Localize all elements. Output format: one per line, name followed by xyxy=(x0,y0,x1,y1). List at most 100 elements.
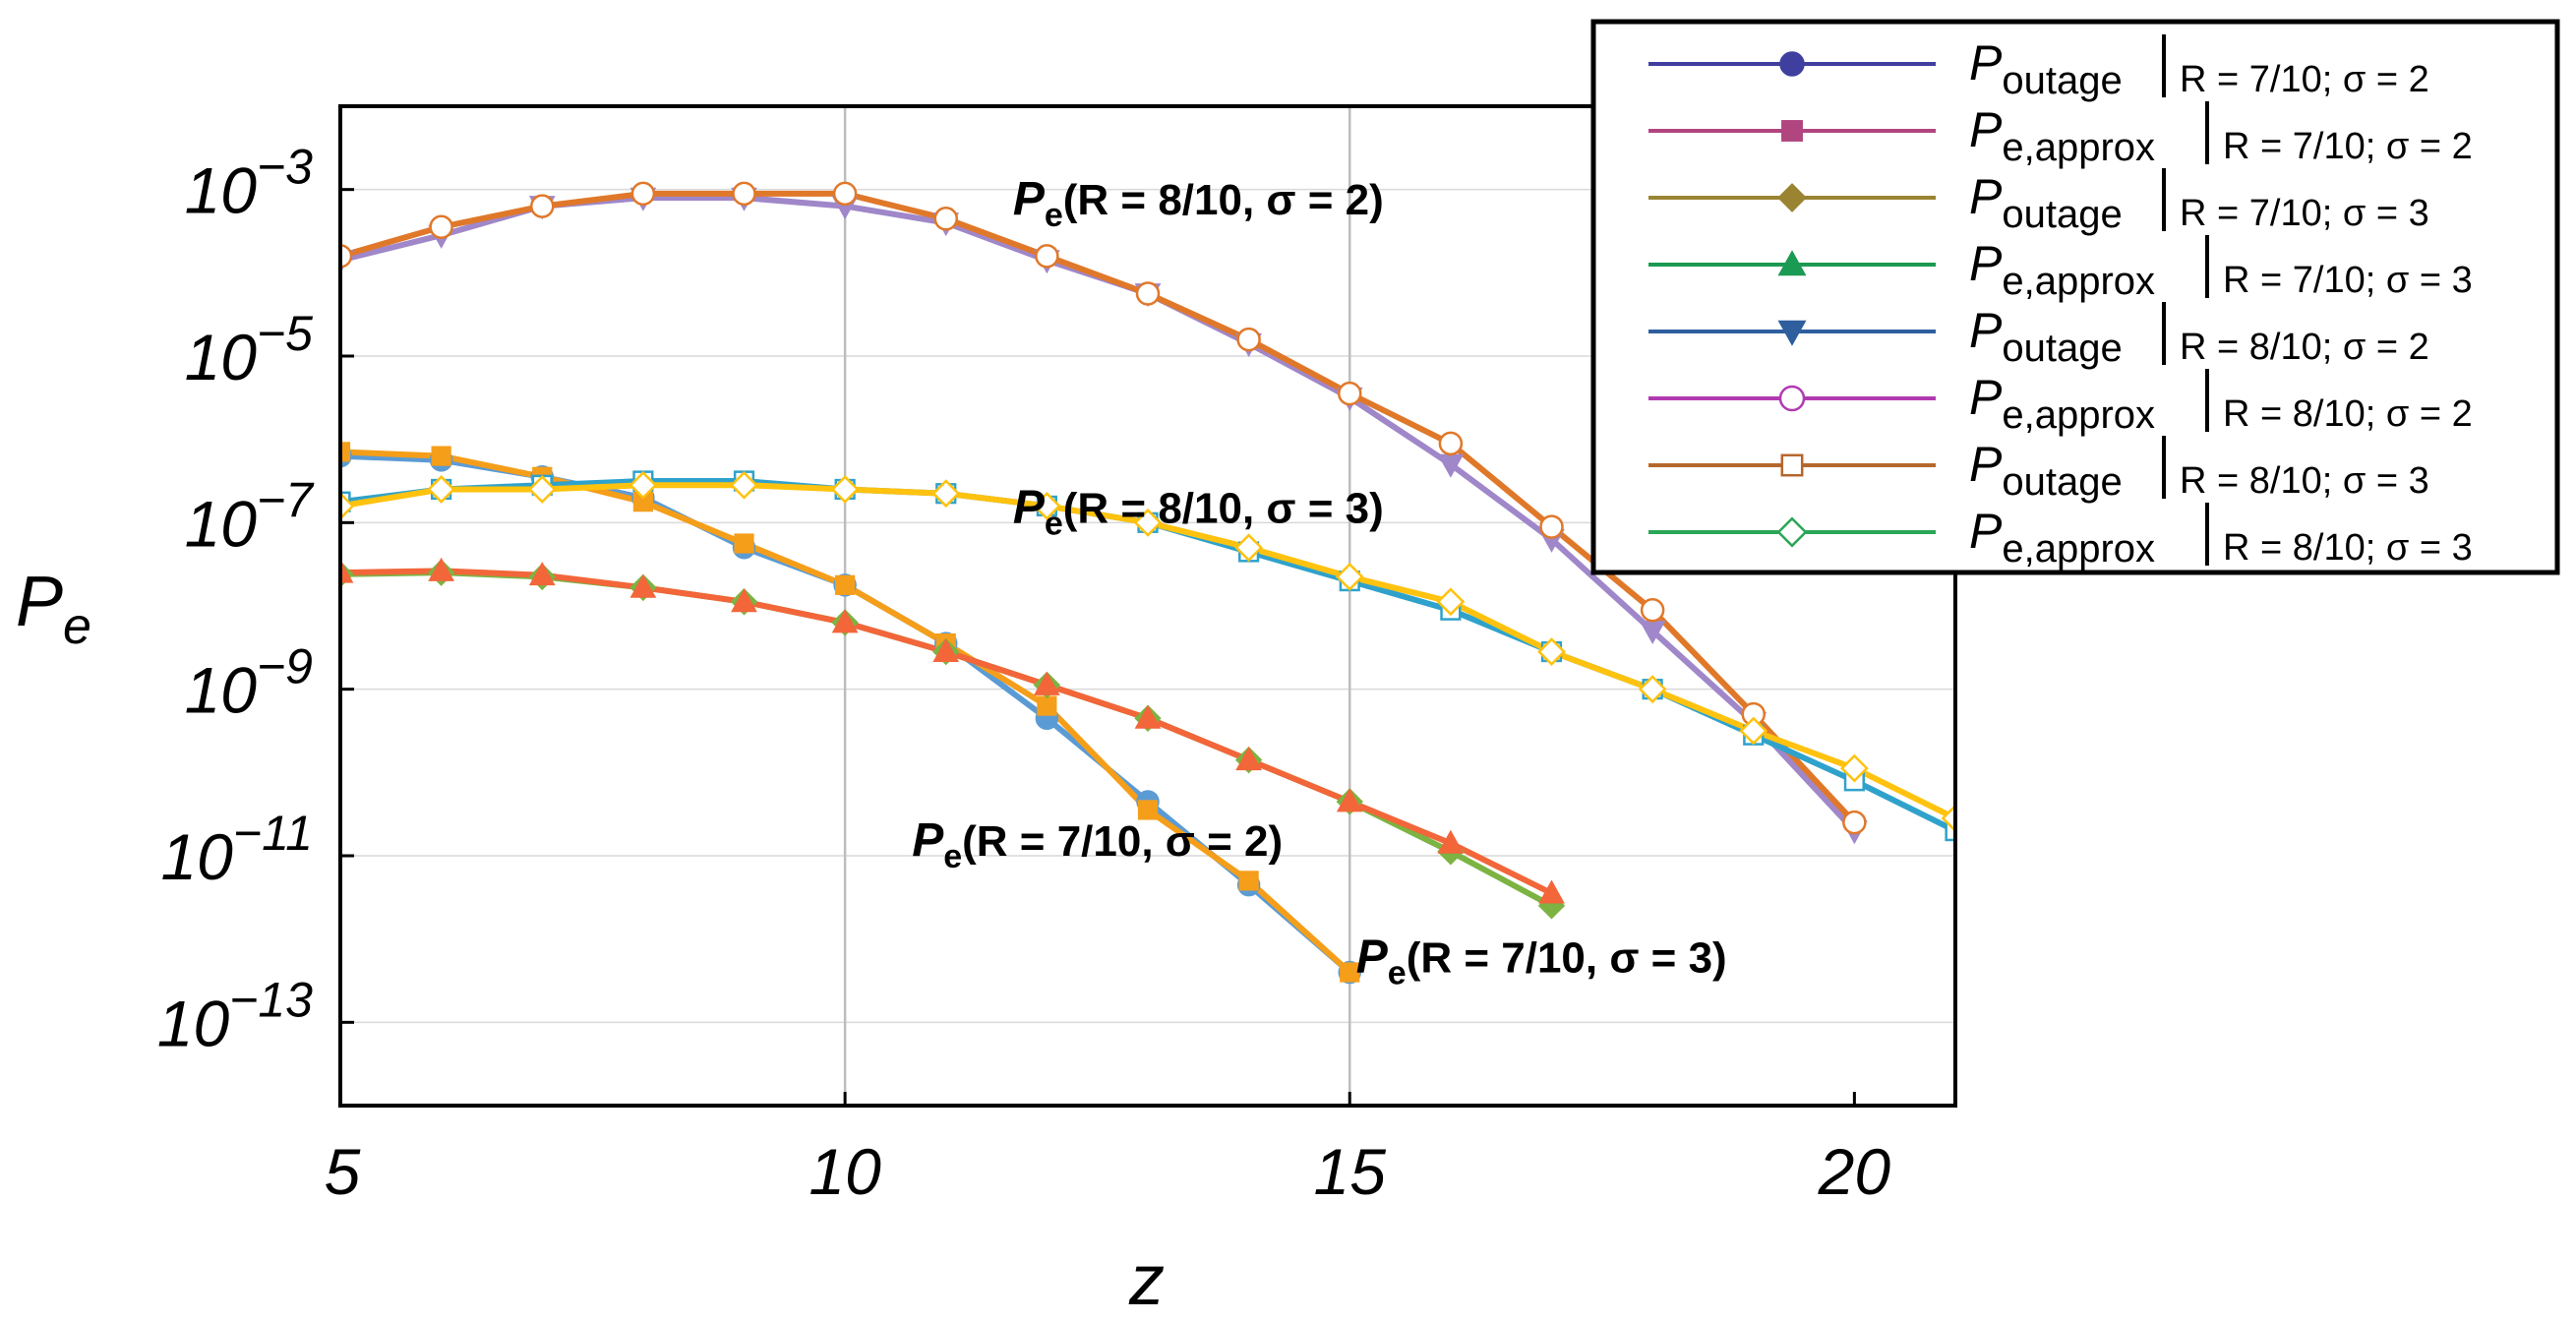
data-point-series-8 xyxy=(1234,533,1264,563)
data-point-series-4 xyxy=(629,573,657,598)
data-point-series-6 xyxy=(1236,327,1261,352)
data-point-series-7 xyxy=(1945,820,1955,842)
legend-label: Poutage xyxy=(1969,303,2123,370)
annotation-ann-r7-s3: Pe(R = 7/10, σ = 3) xyxy=(1356,931,1727,992)
x-tick-label: 15 xyxy=(1314,1135,1387,1208)
plot-frame xyxy=(338,104,1957,1108)
legend-marker xyxy=(1777,320,1807,346)
data-point-series-4 xyxy=(1336,788,1363,812)
legend-marker xyxy=(1778,385,1806,412)
data-point-series-8 xyxy=(340,491,355,520)
data-point-series-8 xyxy=(730,470,758,500)
data-point-series-8 xyxy=(629,470,658,500)
legend-label: Poutage xyxy=(1969,437,2123,504)
data-point-series-4 xyxy=(340,559,354,583)
data-point-series-6 xyxy=(1035,244,1059,269)
data-point-series-8 xyxy=(830,475,860,504)
legend-marker xyxy=(1777,183,1807,212)
legend-condition: R = 8/10; σ = 2 xyxy=(2180,327,2429,368)
data-point-series-2 xyxy=(431,446,451,466)
legend-condition: R = 8/10; σ = 3 xyxy=(2180,460,2429,502)
legend: Poutage R = 7/10; σ = 2 Pe,approx R = 7/10;… xyxy=(1590,19,2560,575)
annotation-ann-r7-s2: Pe(R = 7/10, σ = 2) xyxy=(912,814,1283,875)
data-point-series-2 xyxy=(734,533,754,554)
legend-entry-4: Pe,approx R = 7/10; σ = 3 xyxy=(1648,235,2473,303)
data-point-series-2 xyxy=(1340,962,1360,983)
data-point-series-2 xyxy=(1037,695,1057,716)
data-point-series-6 xyxy=(1842,810,1867,835)
y-axis-label: Pe xyxy=(16,563,91,655)
data-point-series-8 xyxy=(1335,562,1364,591)
data-point-series-8 xyxy=(931,479,961,509)
data-point-series-6 xyxy=(630,181,656,207)
data-point-series-4 xyxy=(428,557,454,581)
legend-condition: R = 7/10; σ = 2 xyxy=(2223,126,2473,167)
data-point-series-4 xyxy=(1235,746,1262,771)
legend-label: Pe,approx xyxy=(1969,102,2155,169)
legend-label: Pe,approx xyxy=(1969,504,2155,571)
legend-condition: R = 8/10; σ = 2 xyxy=(2223,393,2473,435)
data-point-series-8 xyxy=(1436,587,1466,617)
data-point-series-6 xyxy=(1338,381,1362,406)
data-point-series-2 xyxy=(1137,800,1159,820)
data-point-series-8 xyxy=(1537,637,1566,666)
data-point-series-8 xyxy=(1032,491,1061,520)
annotation-ann-r8-s3: Pe(R = 8/10, σ = 3) xyxy=(1013,481,1384,542)
data-point-series-4 xyxy=(528,562,556,586)
x-axis-ticks: 5 10 15 20 xyxy=(325,1092,1891,1208)
data-point-series-6 xyxy=(1640,597,1665,623)
x-tick-label: 10 xyxy=(809,1135,881,1208)
data-point-series-6 xyxy=(340,244,353,269)
data-point-series-2 xyxy=(835,574,856,595)
legend-label: Pe,approx xyxy=(1969,236,2155,303)
data-point-series-4 xyxy=(1538,879,1565,904)
data-point-series-4 xyxy=(1134,704,1162,729)
legend-entry-7: Poutage R = 8/10; σ = 3 xyxy=(1648,436,2429,504)
data-point-series-6 xyxy=(832,181,858,207)
legend-entry-5: Poutage R = 8/10; σ = 2 xyxy=(1648,302,2429,370)
legend-condition: R = 7/10; σ = 3 xyxy=(2180,193,2429,234)
legend-marker xyxy=(1776,516,1808,548)
legend-box xyxy=(1590,19,2560,575)
data-point-series-8 xyxy=(427,475,456,504)
data-point-series-6 xyxy=(1438,431,1464,456)
data-point-series-8 xyxy=(527,475,557,504)
data-point-series-8 xyxy=(1839,753,1869,783)
data-point-series-4 xyxy=(731,588,757,613)
legend-marker xyxy=(1781,120,1803,142)
data-point-series-8 xyxy=(1133,508,1163,537)
legend-entry-3: Poutage R = 7/10; σ = 3 xyxy=(1648,168,2429,236)
data-point-series-6 xyxy=(530,194,555,218)
y-tick-label: 10−3 xyxy=(185,140,314,227)
data-point-series-6 xyxy=(732,181,756,207)
x-axis-label: z xyxy=(1128,1241,1165,1320)
legend-entry-2: Pe,approx R = 7/10; σ = 2 xyxy=(1648,101,2473,169)
data-point-series-2 xyxy=(1238,871,1259,891)
data-point-series-6 xyxy=(429,214,453,240)
axis-labels: z Pe xyxy=(16,563,1165,1320)
data-point-series-4 xyxy=(1437,829,1465,854)
legend-label: Poutage xyxy=(1969,169,2123,236)
data-point-series-6 xyxy=(1539,514,1564,539)
legend-condition: R = 7/10; σ = 3 xyxy=(2223,260,2473,301)
x-tick-label: 20 xyxy=(1818,1135,1891,1208)
legend-condition: R = 7/10; σ = 2 xyxy=(2180,59,2429,100)
data-point-series-6 xyxy=(1135,281,1161,306)
legend-marker xyxy=(1777,250,1807,276)
legend-entry-1: Poutage R = 7/10; σ = 2 xyxy=(1648,34,2429,102)
data-point-series-4 xyxy=(1034,671,1060,695)
y-tick-label: 10−11 xyxy=(160,806,313,893)
data-point-series-6 xyxy=(933,207,958,231)
series-markers xyxy=(340,181,1955,985)
legend-marker xyxy=(1779,51,1805,77)
legend-entry-8: Pe,approx R = 8/10; σ = 3 xyxy=(1648,503,2473,571)
legend-label: Pe,approx xyxy=(1969,370,2155,437)
legend-entry-6: Pe,approx R = 8/10; σ = 2 xyxy=(1648,369,2473,437)
data-point-series-4 xyxy=(831,609,859,633)
data-point-series-8 xyxy=(1638,675,1667,704)
annotation-ann-r8-s2: Pe(R = 8/10, σ = 2) xyxy=(1013,173,1384,234)
legend-marker xyxy=(1780,453,1804,477)
data-point-series-2 xyxy=(340,442,351,462)
data-point-series-4 xyxy=(932,637,960,662)
